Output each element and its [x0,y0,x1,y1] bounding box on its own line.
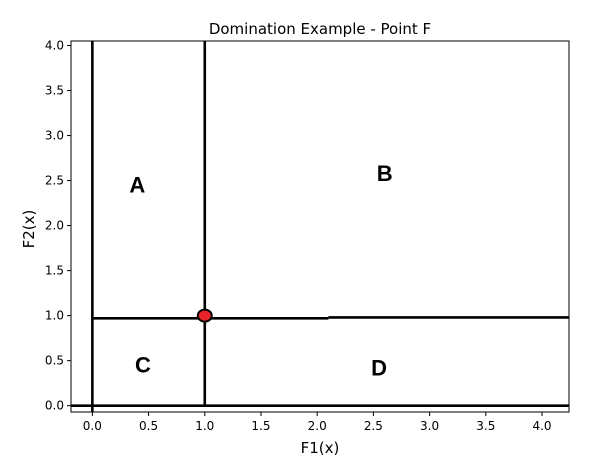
x-tick-label: 2.0 [308,419,327,433]
y-tick-label: 0.0 [45,399,64,413]
x-tick-label: 3.0 [420,419,439,433]
x-tick-label: 2.5 [364,419,383,433]
point-f-marker [196,308,213,323]
x-axis: 0.0 0.5 1.0 1.5 2.0 2.5 3.0 3.5 4.0 [83,412,552,433]
plot-frame [70,40,570,413]
y-tick-label: 4.0 [45,39,64,53]
x-tick-label: 0.5 [139,419,158,433]
y-axis-label: F2(x) [20,210,38,249]
region-label-a: A [129,173,145,198]
y-tick-label: 3.0 [45,129,64,143]
plot-area: A B C D [71,41,569,412]
y-tick-label: 1.5 [45,264,64,278]
chart-title: Domination Example - Point F [209,20,431,38]
x-tick-label: 1.5 [251,419,270,433]
x-tick-label: 3.5 [476,419,495,433]
x-tick-label: 4.0 [532,419,551,433]
y-axis: 0.0 0.5 1.0 1.5 2.0 2.5 3.0 3.5 4.0 [45,39,71,413]
x-tick-label: 1.0 [195,419,214,433]
y-tick-label: 3.5 [45,84,64,98]
y-tick-label: 0.5 [45,354,64,368]
region-label-b: B [377,161,393,186]
x-axis-label: F1(x) [301,439,340,457]
y-tick-label: 2.5 [45,174,64,188]
y-tick-label: 2.0 [45,219,64,233]
x-tick-label: 0.0 [83,419,102,433]
y-tick-label: 1.0 [45,309,64,323]
region-label-d: D [371,355,387,380]
region-label-c: C [135,353,151,378]
